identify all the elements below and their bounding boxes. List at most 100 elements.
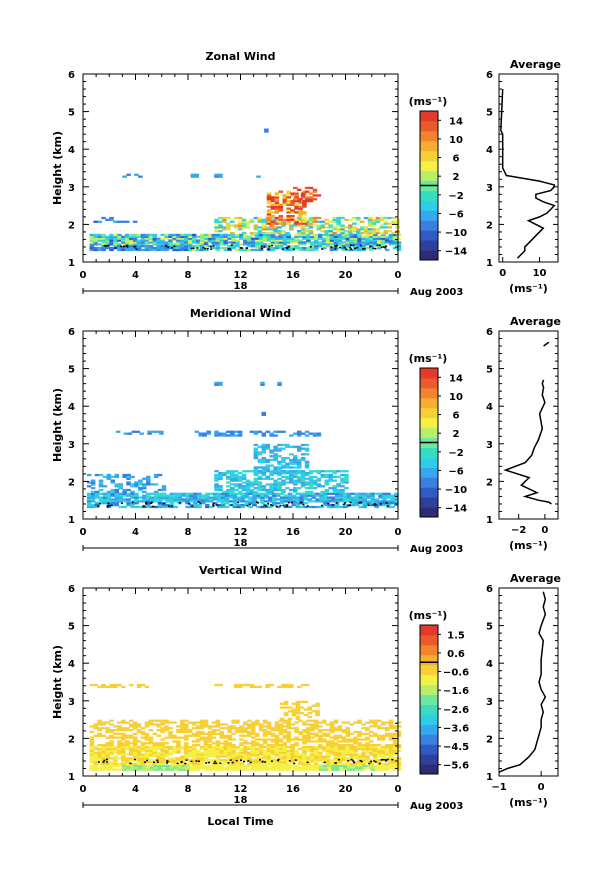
heatmap-cell <box>164 237 169 240</box>
heatmap-cell <box>98 500 104 503</box>
heatmap-cell <box>106 475 112 479</box>
heatmap-cell <box>328 231 333 235</box>
heatmap-cell <box>323 498 328 501</box>
heatmap-cell <box>274 723 280 726</box>
heatmap-cell <box>152 755 158 758</box>
heatmap-cell <box>298 239 303 242</box>
heatmap-cell <box>277 483 282 486</box>
heatmap-cell <box>245 683 251 687</box>
heatmap-cell <box>317 757 323 760</box>
heatmap-cell <box>101 734 106 737</box>
heatmap-cell <box>314 246 319 250</box>
heatmap-cell <box>211 755 217 758</box>
contour-mark <box>246 504 249 507</box>
heatmap-cell <box>249 488 255 492</box>
heatmap-cell <box>377 239 382 242</box>
heatmap-cell <box>316 228 322 231</box>
heatmap-cell <box>388 233 394 237</box>
heatmap-cell <box>279 498 285 501</box>
heatmap-cell <box>251 243 256 246</box>
heatmap-cell <box>285 475 290 479</box>
heatmap-cell <box>168 759 173 762</box>
heatmap-cell <box>323 766 328 769</box>
heatmap-cell <box>392 757 398 760</box>
heatmap-cell <box>314 235 319 238</box>
heatmap-cell <box>333 248 339 252</box>
heatmap-cell <box>132 243 138 246</box>
heatmap-cell <box>281 464 286 467</box>
heatmap-cell <box>239 762 244 766</box>
heatmap-cell <box>105 243 110 246</box>
heatmap-cell <box>239 747 244 751</box>
heatmap-cell <box>153 768 159 771</box>
heatmap-cell <box>165 503 171 507</box>
heatmap-cell <box>294 749 299 752</box>
profile-y-tick-label: 2 <box>486 734 493 745</box>
heatmap-cell <box>286 740 291 743</box>
heatmap-cell <box>93 759 99 762</box>
heatmap-cell <box>138 766 143 769</box>
heatmap-cell <box>211 745 217 749</box>
heatmap-cell <box>117 740 122 743</box>
heatmap-cell <box>251 759 256 762</box>
heatmap-cell <box>278 768 284 771</box>
heatmap-cell <box>359 231 365 235</box>
heatmap-cell <box>289 224 294 227</box>
colorbar-tick-label: 14 <box>449 373 463 384</box>
contour-mark <box>133 758 136 761</box>
heatmap-cell <box>335 505 340 509</box>
heatmap-cell <box>132 725 138 728</box>
heatmap-cell <box>156 734 162 737</box>
heatmap-cell <box>239 768 244 771</box>
heatmap-cell <box>371 230 377 233</box>
heatmap-cell <box>265 464 270 467</box>
heatmap-cell <box>282 747 288 751</box>
heatmap-cell <box>146 475 151 479</box>
contour-mark <box>323 761 326 764</box>
heatmap-cell <box>247 719 252 722</box>
heatmap-cell <box>152 233 158 237</box>
heatmap-cell <box>331 766 336 769</box>
heatmap-cell <box>215 762 221 766</box>
heatmap-cell <box>274 764 280 767</box>
heatmap-cell <box>121 736 126 739</box>
heatmap-cell <box>128 742 134 745</box>
heatmap-cell <box>270 248 276 252</box>
heatmap-cell <box>302 736 307 739</box>
contour-mark <box>363 248 366 250</box>
heatmap-cell <box>222 490 227 494</box>
heatmap-cell <box>361 745 366 749</box>
heatmap-cell <box>125 740 130 743</box>
heatmap-cell <box>110 488 116 492</box>
heatmap-cell <box>93 233 99 237</box>
heatmap-cell <box>396 248 402 252</box>
heatmap-cell <box>261 443 267 447</box>
heatmap-cell <box>101 235 106 238</box>
heatmap-cell <box>127 432 133 435</box>
heatmap-cell <box>164 719 169 722</box>
heatmap-cell <box>110 494 116 497</box>
heatmap-cell <box>184 730 189 734</box>
heatmap-cell <box>126 500 131 503</box>
heatmap-cell <box>357 755 362 758</box>
heatmap-cell <box>373 768 378 771</box>
contour-mark <box>287 501 290 504</box>
heatmap-cell <box>294 730 299 734</box>
heatmap-cell <box>302 742 307 745</box>
heatmap-cell <box>277 470 282 473</box>
heatmap-cell <box>295 702 301 705</box>
heatmap-cell <box>304 198 310 201</box>
heatmap-cell <box>286 222 291 225</box>
heatmap-cell <box>350 764 356 767</box>
heatmap-cell <box>239 725 244 728</box>
heatmap-cell <box>302 201 307 205</box>
heatmap-cell <box>352 228 357 231</box>
heatmap-cell <box>117 747 122 751</box>
contour-mark <box>258 759 261 761</box>
heatmap-cell <box>151 430 156 433</box>
heatmap-cell <box>294 239 299 242</box>
heatmap-cell <box>160 248 165 252</box>
heatmap-cell <box>369 719 374 722</box>
heatmap-cell <box>146 494 151 497</box>
